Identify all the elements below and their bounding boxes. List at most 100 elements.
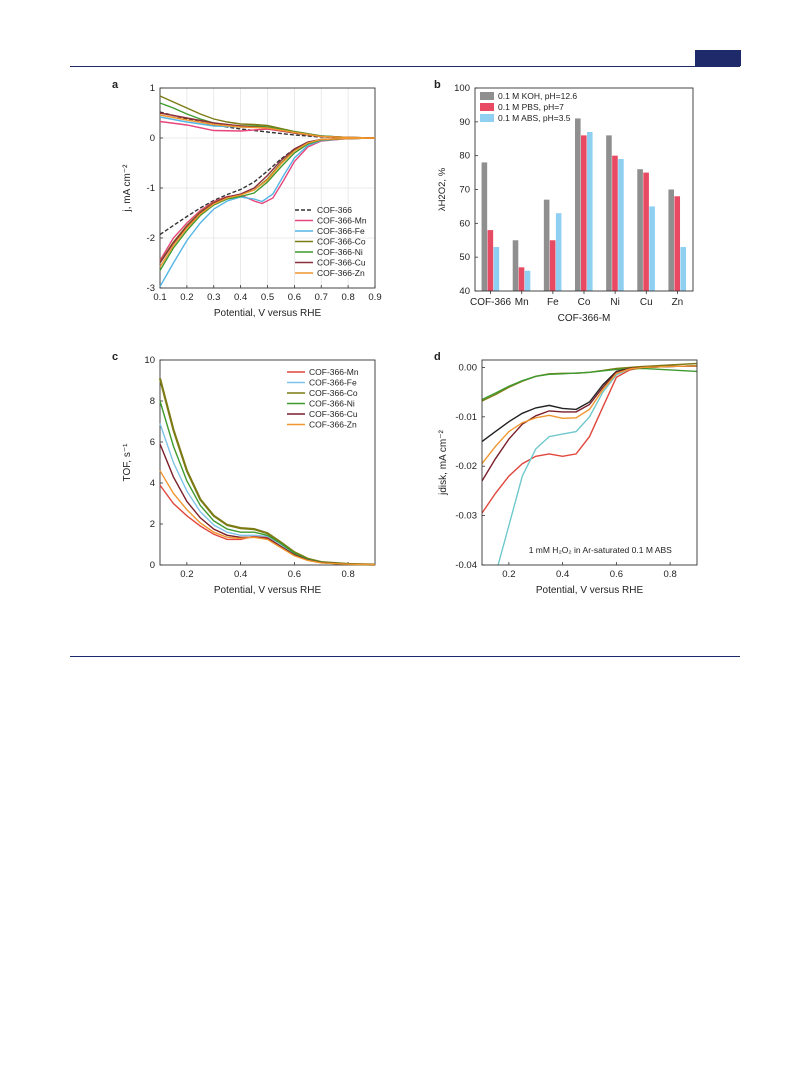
x-tick-label: Cu [640,297,653,308]
x-tick-label: 0.4 [234,292,247,303]
y-axis-label: λH2O2, % [437,167,448,211]
y-tick-label: -1 [147,183,155,194]
series-line [482,367,697,401]
series-line-lower [159,137,376,287]
bar [481,162,488,291]
y-tick-label: 6 [150,437,155,448]
annotation: 1 mM H₂O₂ in Ar-saturated 0.1 M ABS [529,545,672,555]
bar [649,206,655,291]
legend-label: COF-366-Mn [309,367,359,377]
panel-b-svg: b COF-366 Mn Fe Co Ni Cu Zn 40 50 60 70 80 90 100 0.1 M… [434,79,694,324]
plot-frame [481,359,698,566]
legend-label: COF-366-Zn [317,268,365,278]
bar [555,213,562,291]
bar [575,118,581,291]
bar [524,270,531,291]
legend-label: 0.1 M ABS, pH=3.5 [498,113,571,123]
series-line-upper [159,114,376,139]
x-tick-label: 0.1 [153,292,166,303]
legend-label: COF-366-Cu [317,258,366,268]
x-tick-label: 0.7 [315,292,328,303]
panel-d-chart: d 0.2 0.4 0.6 0.8 0.00 -0.01 -0.02 -0.03 -0.04 1 m… [430,348,720,610]
series-line [159,423,376,566]
x-tick-label: 0.3 [207,292,220,303]
x-tick-label: Ni [610,297,619,308]
panel-c-svg: c 0.2 0.4 0.6 0.8 0 2 4 6 8 10 COF-366-MnCOF-366-Fe… [112,351,376,596]
y-tick-label: 40 [459,286,470,297]
y-tick-label: 0 [150,133,155,144]
legend-label: COF-366-Co [309,388,358,398]
y-tick-label: 50 [459,252,470,263]
y-tick-label: 0 [150,560,155,571]
y-tick-label: -0.01 [455,412,477,423]
x-tick-label: 0.6 [288,292,301,303]
bar [674,196,681,291]
x-tick-label: 0.4 [234,569,247,580]
legend-label: COF-366-Co [317,237,366,247]
x-tick-label: Co [578,297,591,308]
legend-swatch [480,103,494,111]
bar [643,172,649,291]
plot-frame [159,87,376,289]
x-tick-label: 0.9 [368,292,381,303]
y-tick-label: -0.02 [455,461,477,472]
y-tick-label: -2 [147,233,155,244]
series-line [482,365,697,465]
y-tick-label: -0.03 [455,511,477,522]
x-tick-label: 0.6 [288,569,301,580]
y-axis-label: j, mA cm⁻² [122,164,133,213]
series-line-lower [159,137,376,268]
plot-frame [159,359,376,566]
panel-label: c [112,351,118,363]
plot-frame [474,87,694,292]
y-tick-label: 60 [459,218,470,229]
y-tick-label: 70 [459,185,470,196]
legend-swatch [480,114,494,122]
series-line [159,484,376,566]
x-tick-label: 0.2 [180,292,193,303]
series-line-lower [159,137,376,236]
bar [549,240,556,291]
legend-label: 0.1 M KOH, pH=12.6 [498,91,577,101]
x-tick-label: 0.8 [342,569,355,580]
y-axis-label: jdisk, mA cm⁻² [438,429,449,495]
y-tick-label: 80 [459,151,470,162]
series-line [482,365,697,514]
bar [587,131,593,291]
panel-label: a [112,79,119,91]
panel-label: d [434,351,441,363]
x-tick-label: 0.8 [664,569,677,580]
y-tick-label: 0.00 [459,362,478,373]
legend-label: COF-366 [317,205,352,215]
x-tick-label: 0.4 [556,569,569,580]
legend-label: COF-366-Mn [317,216,367,226]
series-line [482,365,697,482]
x-tick-label: 0.6 [610,569,623,580]
x-axis-label: Potential, V versus RHE [536,585,644,596]
bar [487,230,494,291]
legend-label: COF-366-Ni [309,399,355,409]
panel-d-svg: d 0.2 0.4 0.6 0.8 0.00 -0.01 -0.02 -0.03 -0.04 1 m… [434,351,698,596]
y-tick-label: -0.04 [455,560,477,571]
panel-label: b [434,79,441,91]
x-tick-label: Fe [547,297,559,308]
bar [637,169,643,291]
bar [680,247,687,291]
panel-a-chart: a 0.1 0.2 0.3 0.4 0.5 0.6 0.7 0.8 0.9 -3 -2 -1 0 1 COF-… [108,76,398,338]
bar [512,240,519,291]
series-line [497,365,697,565]
legend-label: COF-366-Fe [317,226,365,236]
legend-label: COF-366-Cu [309,409,358,419]
panel-c-chart: c 0.2 0.4 0.6 0.8 0 2 4 6 8 10 COF-366-Mn COF-366-Fe… [108,348,398,610]
x-tick-label: 0.2 [502,569,515,580]
bar [493,247,500,291]
bar [618,159,624,291]
bar [581,135,587,291]
series-line [159,470,376,566]
legend-swatch [480,92,494,100]
series-line [159,443,376,566]
x-axis-label: COF-366-M [558,313,611,324]
y-axis-label: TOF, s⁻¹ [122,443,133,482]
figure-bottom-rule [70,656,740,657]
legend-label: COF-366-Fe [309,378,357,388]
